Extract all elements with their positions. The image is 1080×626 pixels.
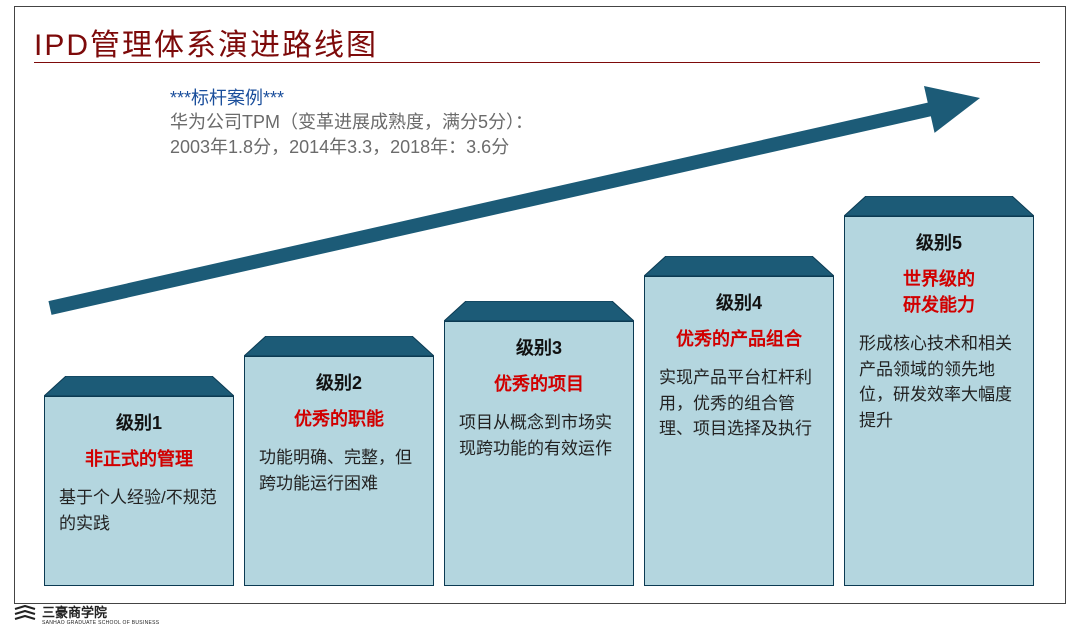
block-body: 级别2 优秀的职能功能明确、完整，但跨功能运行困难 [244, 356, 434, 586]
level-desc: 形成核心技术和相关产品领域的领先地位，研发效率大幅度提升 [859, 331, 1019, 433]
block-body: 级别3 优秀的项目项目从概念到市场实现跨功能的有效运作 [444, 321, 634, 586]
level-blocks: 级别1 非正式的管理基于个人经验/不规范的实践 级别2 优秀的职能功能明确、完整，但… [44, 196, 1034, 586]
level-name: 非正式的管理 [59, 445, 219, 471]
block-body: 级别5 世界级的 研发能力形成核心技术和相关产品领域的领先地位，研发效率大幅度提升 [844, 216, 1034, 586]
block-cap [844, 196, 1034, 216]
level-desc: 基于个人经验/不规范的实践 [59, 485, 219, 536]
benchmark-line1: 华为公司TPM（变革进展成熟度，满分5分）： [170, 110, 533, 134]
level-block: 级别5 世界级的 研发能力形成核心技术和相关产品领域的领先地位，研发效率大幅度提升 [844, 196, 1034, 586]
level-label: 级别1 [59, 409, 219, 435]
title-underline [34, 62, 1040, 63]
level-block: 级别1 非正式的管理基于个人经验/不规范的实践 [44, 376, 234, 586]
level-block: 级别4 优秀的产品组合实现产品平台杠杆利用，优秀的组合管理、项目选择及执行 [644, 256, 834, 586]
level-name: 世界级的 研发能力 [859, 265, 1019, 317]
logo-icon [14, 605, 36, 623]
level-desc: 项目从概念到市场实现跨功能的有效运作 [459, 410, 619, 461]
level-block: 级别3 优秀的项目项目从概念到市场实现跨功能的有效运作 [444, 301, 634, 586]
level-block: 级别2 优秀的职能功能明确、完整，但跨功能运行困难 [244, 336, 434, 586]
level-name: 优秀的项目 [459, 370, 619, 396]
block-cap [644, 256, 834, 276]
page-title: IPD管理体系演进路线图 [34, 20, 378, 64]
logo-subtext: SANHAO GRADUATE SCHOOL OF BUSINESS [42, 620, 159, 626]
benchmark-line2: 2003年1.8分，2014年3.3，2018年：3.6分 [170, 135, 533, 159]
block-cap [44, 376, 234, 396]
level-label: 级别4 [659, 289, 819, 315]
level-desc: 实现产品平台杠杆利用，优秀的组合管理、项目选择及执行 [659, 365, 819, 442]
benchmark-box: ***标杆案例*** 华为公司TPM（变革进展成熟度，满分5分）： 2003年1… [170, 86, 533, 159]
level-label: 级别2 [259, 369, 419, 395]
level-label: 级别5 [859, 229, 1019, 255]
block-body: 级别1 非正式的管理基于个人经验/不规范的实践 [44, 396, 234, 586]
level-name: 优秀的职能 [259, 405, 419, 431]
level-name: 优秀的产品组合 [659, 325, 819, 351]
level-desc: 功能明确、完整，但跨功能运行困难 [259, 445, 419, 496]
block-body: 级别4 优秀的产品组合实现产品平台杠杆利用，优秀的组合管理、项目选择及执行 [644, 276, 834, 586]
block-cap [444, 301, 634, 321]
block-cap [244, 336, 434, 356]
benchmark-label: ***标杆案例*** [170, 86, 533, 110]
footer-logo: 三豪商学院 SANHAO GRADUATE SCHOOL OF BUSINESS [14, 604, 159, 624]
logo-text: 三豪商学院 [42, 605, 107, 620]
level-label: 级别3 [459, 334, 619, 360]
